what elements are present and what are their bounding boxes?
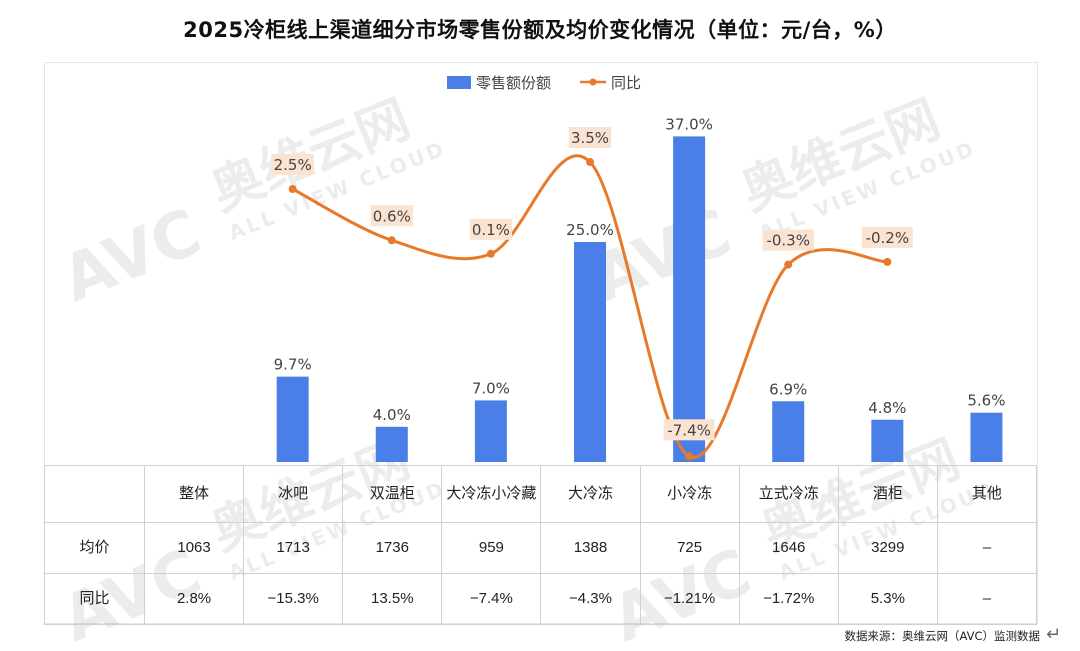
watermark-logo-text: AVC — [582, 195, 741, 317]
bar-data-label: 4.8% — [868, 399, 906, 417]
yoy-data-label: -0.3% — [766, 232, 810, 250]
table-header-cell: 其他 — [936, 465, 1037, 523]
table-cell: 1736 — [342, 522, 443, 574]
yoy-data-label: -7.4% — [667, 421, 711, 439]
data-table: 整体 冰吧 双温柜 大冷冻小冷藏 大冷冻 小冷冻 立式冷冻 酒柜 其他 均价 1063 1713 173… — [44, 465, 1037, 625]
table-cell: 1646 — [738, 522, 839, 574]
bar — [474, 400, 507, 462]
line-labels: 2.5% 0.6% 0.1% 3.5% -7.4% -0.3% -0.2% — [271, 127, 913, 441]
table-row-label: 均价 — [44, 522, 145, 574]
legend-line-label: 同比 — [611, 74, 641, 92]
table-cell: 2.8% — [143, 573, 245, 625]
bar-data-label: 9.7% — [274, 356, 312, 374]
return-icon: ↵ — [1046, 624, 1062, 645]
bar-labels: 9.7% 4.0% 7.0% 25.0% 37.0% 6.9% 4.8% 5.6% — [274, 115, 1006, 423]
bar-data-label: 37.0% — [665, 115, 713, 133]
yoy-point — [387, 236, 396, 245]
table-cell: 3299 — [837, 522, 938, 574]
table-header-cell: 大冷冻 — [540, 465, 641, 523]
bar-data-label: 4.0% — [373, 406, 411, 424]
table-header-cell — [44, 465, 145, 523]
table-cell: −1.72% — [738, 573, 839, 625]
table-row-label: 同比 — [44, 573, 145, 625]
table-header-cell: 立式冷冻 — [738, 465, 839, 523]
line-series — [288, 154, 892, 461]
bar — [276, 376, 309, 462]
table-header-row: 整体 冰吧 双温柜 大冷冻小冷藏 大冷冻 小冷冻 立式冷冻 酒柜 其他 — [44, 465, 1037, 523]
bar — [673, 136, 706, 462]
bar — [772, 401, 805, 462]
yoy-label-bg — [663, 419, 715, 441]
table-cell: 1063 — [143, 522, 245, 574]
yoy-point — [883, 257, 892, 266]
bar — [970, 412, 1003, 462]
legend-line-marker — [589, 78, 597, 86]
yoy-point — [586, 158, 594, 166]
bar — [871, 419, 904, 462]
bar — [574, 242, 606, 462]
yoy-data-label: -0.2% — [866, 229, 910, 247]
table-cell: 959 — [441, 522, 542, 574]
bar-data-label: 5.6% — [967, 392, 1005, 410]
yoy-label-bg — [568, 127, 612, 148]
watermark-logo-text: AVC — [52, 195, 211, 317]
yoy-label-bg — [469, 218, 513, 240]
table-cell: 13.5% — [342, 573, 443, 625]
source-note: 数据来源：奥维云网（AVC）监测数据 — [844, 629, 1040, 643]
table-cell: – — [936, 522, 1037, 574]
yoy-label-bg — [370, 205, 413, 227]
table-cell: 5.3% — [837, 573, 938, 625]
yoy-point — [784, 260, 793, 269]
table-header-cell: 大冷冻小冷藏 — [441, 465, 542, 523]
table-cell: −4.3% — [540, 573, 641, 625]
table-cell: – — [936, 573, 1037, 625]
bar-data-label: 7.0% — [472, 379, 510, 397]
bar — [375, 426, 408, 462]
yoy-data-label: 0.1% — [472, 221, 510, 239]
yoy-label-bg — [762, 229, 814, 251]
table-cell: −7.4% — [441, 573, 542, 625]
bar-data-label: 25.0% — [566, 221, 614, 239]
table-row: 均价 1063 1713 1736 959 1388 725 1646 3299– — [44, 522, 1037, 574]
bar-series — [276, 136, 1003, 462]
yoy-point — [288, 185, 297, 193]
legend: 零售额份额 同比 — [447, 74, 641, 92]
table-cell: −1.21% — [639, 573, 740, 625]
table-header-cell: 酒柜 — [837, 465, 938, 523]
table-header-cell: 小冷冻 — [639, 465, 740, 523]
table-cell: 725 — [639, 522, 740, 574]
table-cell: 1713 — [243, 522, 344, 574]
table-header-cell: 冰吧 — [243, 465, 344, 523]
yoy-data-label: 3.5% — [571, 129, 609, 147]
table-header-cell: 双温柜 — [342, 465, 443, 523]
bar-data-label: 6.9% — [769, 380, 807, 398]
table-cell: −15.3% — [243, 573, 344, 625]
yoy-data-label: 0.6% — [373, 207, 411, 225]
yoy-label-bg — [271, 154, 314, 175]
yoy-point — [685, 452, 694, 461]
yoy-label-bg — [861, 226, 913, 248]
yoy-data-label: 2.5% — [274, 156, 312, 174]
chart-title: 2025冷柜线上渠道细分市场零售份额及均价变化情况（单位：元/台，%） — [183, 18, 897, 42]
legend-bar-label: 零售额份额 — [476, 74, 551, 92]
yoy-line — [291, 154, 888, 459]
legend-bar-swatch — [447, 76, 471, 89]
table-cell: 1388 — [540, 522, 641, 574]
table-row: 同比 2.8% −15.3% 13.5% −7.4% −4.3% −1.21% −1.72% 5… — [44, 573, 1037, 625]
table-header-cell: 整体 — [143, 465, 245, 523]
yoy-point — [486, 249, 495, 258]
